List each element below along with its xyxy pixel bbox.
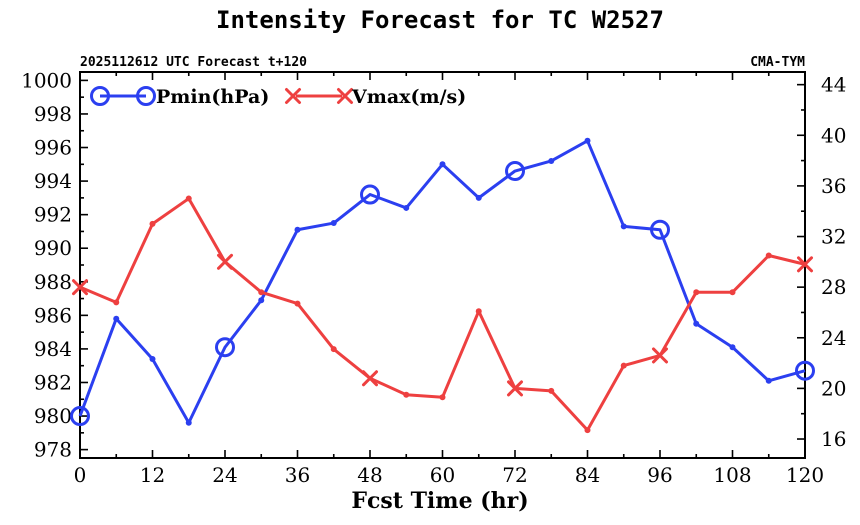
vmax-m-s-point: [620, 362, 627, 369]
axis-ticks: 0 12 24 36 48 60 72 84 96 108 120 978 980 982 984 986 98…: [21, 68, 846, 487]
subtitle-model: CMA-TYM: [750, 55, 805, 70]
legend: Pmin(hPa) Vmax(m/s): [90, 86, 466, 108]
vmax-m-s-point: [294, 300, 301, 307]
pmin-hpa-marker: [70, 406, 90, 427]
pmin-hpa-point: [330, 220, 337, 227]
pmin-hpa-point: [765, 377, 772, 384]
y-left-tick-label: 992: [34, 203, 72, 227]
vmax-m-s-marker: [797, 256, 813, 273]
y-right-tick-label: 28: [821, 275, 846, 299]
chart-title: Intensity Forecast for TC W2527: [216, 6, 664, 34]
vmax-m-s-point: [693, 289, 700, 296]
pmin-hpa-marker: [795, 360, 815, 381]
pmin-hpa-marker: [505, 161, 525, 182]
legend-label: Pmin(hPa): [156, 86, 269, 108]
pmin-hpa-point: [693, 320, 700, 327]
legend-marker: [90, 86, 110, 106]
x-tick-label: 72: [502, 463, 527, 487]
y-left-tick-label: 986: [34, 303, 72, 327]
pmin-hpa-point: [149, 355, 156, 362]
y-left-tick-label: 994: [34, 169, 72, 193]
pmin-hpa-line: [78, 139, 806, 425]
x-tick-label: 48: [357, 463, 382, 487]
vmax-m-s-point: [439, 394, 446, 401]
y-left-tick-label: 984: [34, 337, 72, 361]
y-left-tick-label: 980: [34, 404, 72, 428]
vmax-m-s-point: [258, 289, 265, 296]
legend-label: Vmax(m/s): [351, 86, 466, 108]
pmin-hpa-point: [584, 137, 591, 144]
pmin-hpa-point: [548, 157, 555, 164]
vmax-m-s-point: [185, 195, 192, 202]
x-tick-label: 108: [713, 463, 751, 487]
legend-item-vmax-m-s: Vmax(m/s): [285, 86, 466, 108]
y-left-tick-label: 1000: [21, 68, 72, 92]
y-left-tick-label: 996: [34, 136, 72, 160]
vmax-m-s-point: [584, 427, 591, 434]
pmin-hpa-point: [185, 419, 192, 426]
pmin-hpa-point: [258, 297, 265, 304]
subtitle-forecast-time: 2025112612 UTC Forecast t+120: [80, 55, 307, 70]
series-vmax-m-s: [72, 195, 813, 434]
vmax-m-s-marker: [507, 380, 523, 397]
vmax-m-s-marker: [652, 347, 668, 364]
pmin-hpa-point: [294, 226, 301, 233]
pmin-hpa-marker: [650, 219, 670, 240]
pmin-hpa-point: [403, 204, 410, 211]
x-tick-label: 96: [647, 463, 672, 487]
vmax-m-s-marker: [362, 370, 378, 387]
pmin-hpa-point: [475, 194, 482, 201]
pmin-hpa-marker: [215, 337, 235, 358]
y-right-tick-label: 40: [821, 123, 846, 147]
pmin-hpa-point: [113, 315, 120, 322]
vmax-m-s-point: [548, 387, 555, 394]
x-axis-label: Fcst Time (hr): [351, 488, 528, 514]
vmax-m-s-point: [765, 252, 772, 259]
y-left-tick-label: 982: [34, 370, 72, 394]
x-tick-label: 120: [786, 463, 824, 487]
y-right-tick-label: 24: [821, 326, 846, 350]
vmax-m-s-marker: [72, 279, 88, 296]
x-tick-label: 84: [575, 463, 600, 487]
vmax-m-s-point: [330, 346, 337, 353]
y-left-tick-label: 978: [34, 438, 72, 462]
series-pmin-hpa: [70, 137, 815, 427]
legend-marker: [337, 88, 353, 104]
vmax-m-s-point: [475, 308, 482, 315]
x-tick-label: 36: [285, 463, 310, 487]
x-tick-label: 60: [430, 463, 455, 487]
legend-item-pmin-hpa: Pmin(hPa): [90, 86, 269, 108]
y-right-tick-label: 20: [821, 376, 846, 400]
pmin-hpa-point: [729, 344, 736, 351]
y-right-tick-label: 32: [821, 225, 846, 249]
y-right-tick-label: 36: [821, 174, 846, 198]
vmax-m-s-point: [113, 299, 120, 306]
y-right-tick-label: 16: [821, 427, 846, 451]
y-left-tick-label: 988: [34, 270, 72, 294]
vmax-m-s-point: [729, 289, 736, 296]
pmin-hpa-point: [439, 161, 446, 168]
pmin-hpa-point: [620, 223, 627, 230]
pmin-hpa-marker: [360, 184, 380, 205]
x-tick-label: 0: [74, 463, 87, 487]
vmax-m-s-marker: [217, 253, 233, 270]
y-left-tick-label: 998: [34, 102, 72, 126]
legend-marker: [285, 88, 301, 104]
legend-marker: [136, 86, 156, 106]
vmax-m-s-point: [149, 220, 156, 227]
series-layer: [70, 137, 815, 434]
x-tick-label: 12: [140, 463, 165, 487]
y-right-tick-label: 44: [821, 73, 846, 97]
y-left-tick-label: 990: [34, 236, 72, 260]
x-tick-label: 24: [212, 463, 237, 487]
vmax-m-s-point: [403, 391, 410, 398]
